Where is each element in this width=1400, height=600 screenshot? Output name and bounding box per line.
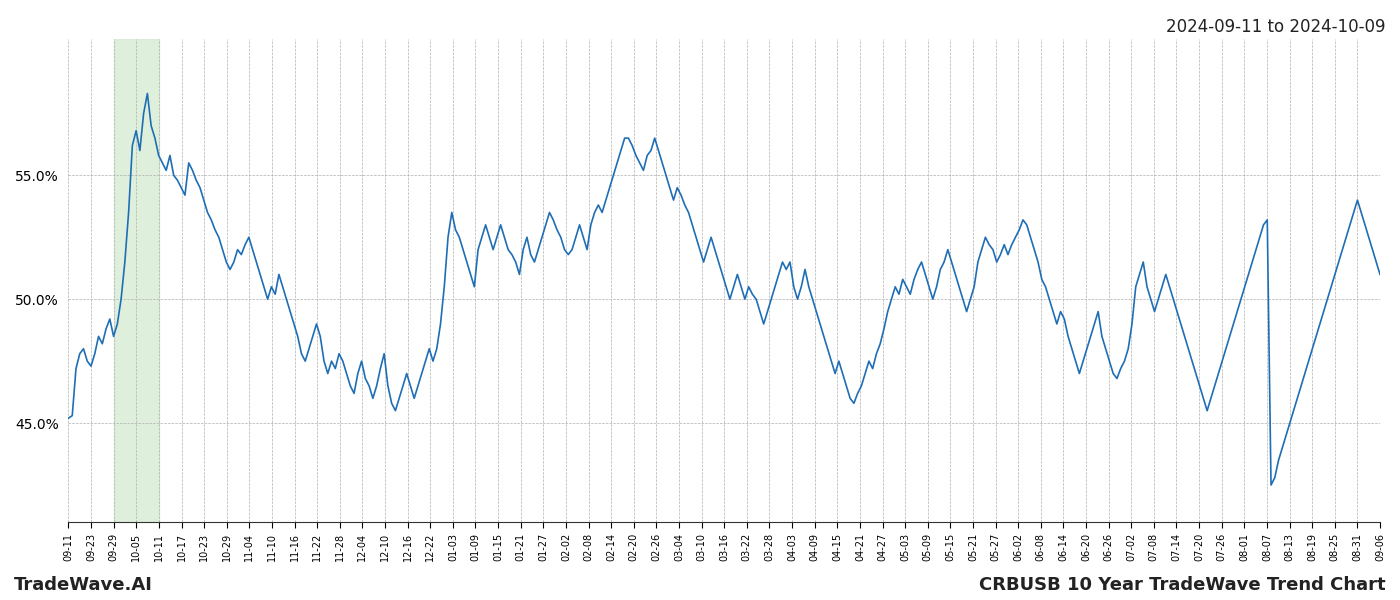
Bar bbox=[113, 39, 160, 522]
Text: 2024-09-11 to 2024-10-09: 2024-09-11 to 2024-10-09 bbox=[1166, 18, 1386, 36]
Text: TradeWave.AI: TradeWave.AI bbox=[14, 576, 153, 594]
Text: CRBUSB 10 Year TradeWave Trend Chart: CRBUSB 10 Year TradeWave Trend Chart bbox=[980, 576, 1386, 594]
